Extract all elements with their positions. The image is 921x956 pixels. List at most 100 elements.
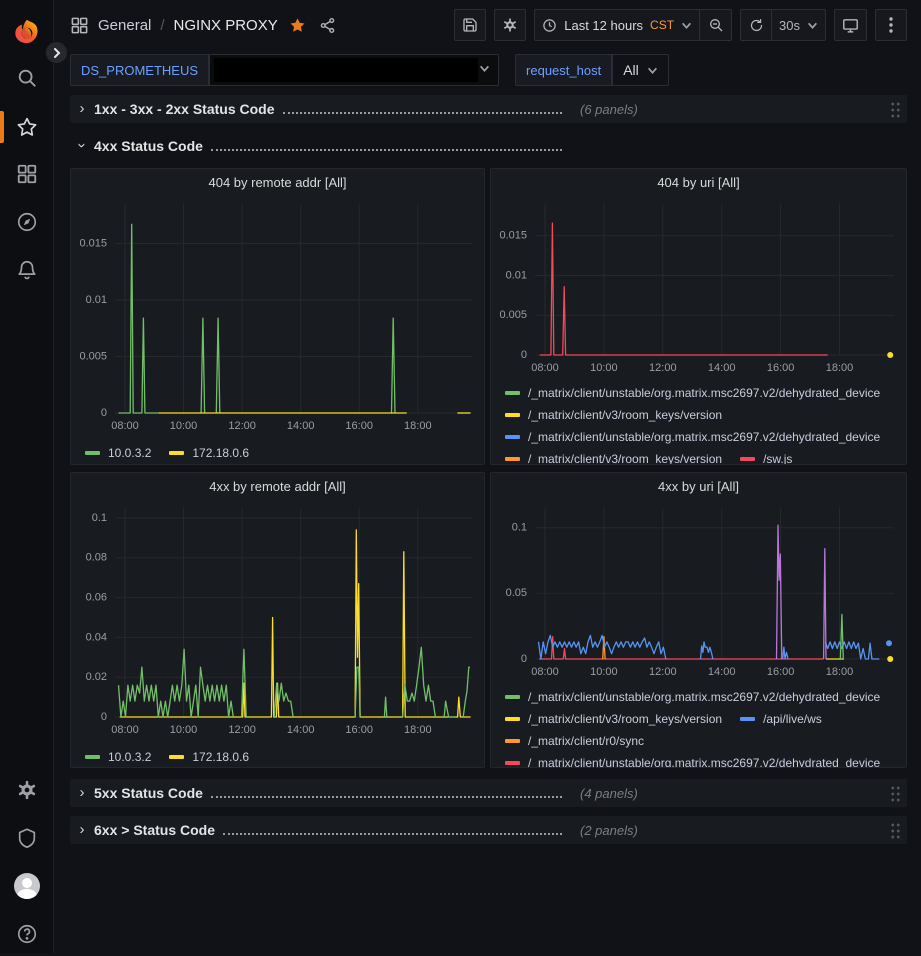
legend-series-color (505, 391, 520, 395)
row-drag-handle[interactable] (890, 784, 901, 802)
legend-item[interactable]: /_matrix/client/unstable/org.matrix.msc2… (505, 386, 880, 400)
legend-item[interactable]: 10.0.3.2 (85, 446, 151, 460)
legend-item[interactable]: /_matrix/client/v3/room_keys/version (505, 712, 722, 726)
panel-title[interactable]: 404 by remote addr [All] (208, 174, 347, 190)
panel-title[interactable]: 4xx by uri [All] (658, 478, 739, 494)
zoom-out-icon (709, 19, 723, 32)
panel-title[interactable]: 4xx by remote addr [All] (209, 478, 346, 494)
legend-row: 10.0.3.2 172.18.0.6 (85, 440, 484, 464)
legend-series-label: /sw.js (763, 452, 793, 465)
row-1xx-3xx-2xx[interactable]: › 1xx - 3xx - 2xx Status Code (6 panels) (70, 95, 907, 123)
panel-legend: /_matrix/client/unstable/org.matrix.msc2… (491, 686, 906, 767)
share-icon[interactable] (319, 17, 336, 34)
legend-item[interactable]: /_matrix/client/unstable/org.matrix.msc2… (505, 430, 880, 444)
svg-text:10:00: 10:00 (170, 724, 198, 736)
sidebar-item-profile[interactable] (0, 864, 54, 908)
variable-selected-value: All (623, 62, 639, 78)
timeseries-chart[interactable]: 0 0.05 0.1 08:00 10:00 12:00 14:00 16:00 18:00 (491, 499, 906, 686)
sidebar-item-server-admin[interactable] (0, 816, 54, 860)
legend-series-label: /_matrix/client/unstable/org.matrix.msc2… (528, 430, 881, 444)
legend-item[interactable]: 172.18.0.6 (169, 750, 249, 764)
row-title[interactable]: 6xx > Status Code (94, 821, 215, 838)
svg-text:0.005: 0.005 (499, 309, 527, 321)
row-title[interactable]: 1xx - 3xx - 2xx Status Code (94, 100, 275, 117)
refresh-controls: 30s (740, 9, 826, 41)
avatar (14, 873, 40, 899)
gear-icon (18, 780, 36, 800)
svg-text:0.015: 0.015 (499, 230, 527, 242)
legend-item[interactable]: /api/live/ws (740, 712, 822, 726)
legend-series-color (505, 761, 520, 765)
svg-text:0.015: 0.015 (79, 237, 107, 249)
legend-item[interactable]: /_matrix/client/unstable/org.matrix.msc2… (505, 756, 880, 767)
variable-value-request-host[interactable]: All (612, 54, 669, 86)
legend-series-label: /_matrix/client/v3/room_keys/version (528, 452, 723, 465)
sidebar-item-explore[interactable] (0, 200, 54, 244)
row-drag-handle[interactable] (890, 100, 901, 118)
save-dashboard-button[interactable] (454, 9, 487, 41)
sidebar-item-alerting[interactable] (0, 248, 54, 292)
timeseries-chart[interactable]: 0 0.005 0.01 0.015 08:00 10:00 12:00 14:00 16:00… (491, 195, 906, 382)
legend-series-color (505, 717, 520, 721)
legend-item[interactable]: /_matrix/client/unstable/org.matrix.msc2… (505, 690, 880, 704)
svg-text:0: 0 (521, 349, 527, 361)
legend-series-color (169, 755, 185, 759)
variable-label-ds-prometheus: DS_PROMETHEUS (70, 54, 210, 86)
sidebar-expand-button[interactable] (45, 41, 68, 64)
sidebar-item-starred[interactable] (0, 105, 54, 149)
dashboard-toolbar: Last 12 hours CST 30s (454, 9, 907, 41)
favorite-star-icon[interactable] (289, 17, 306, 34)
timeseries-chart[interactable]: 0 0.005 0.01 0.015 08:00 10:00 12:00 14:00 16:00… (71, 195, 484, 440)
row-6xx[interactable]: › 6xx > Status Code (2 panels) (70, 816, 907, 844)
row-5xx[interactable]: › 5xx Status Code (4 panels) (70, 779, 907, 807)
svg-text:12:00: 12:00 (228, 724, 256, 736)
chevron-down-icon: › (73, 142, 91, 148)
chevron-right-icon: › (79, 820, 85, 838)
legend-item[interactable]: 10.0.3.2 (85, 750, 151, 764)
more-options-button[interactable] (875, 9, 907, 41)
legend-series-color (85, 755, 100, 759)
legend-series-color (740, 457, 756, 461)
svg-text:08:00: 08:00 (531, 666, 559, 678)
help-icon (17, 924, 37, 944)
variable-value-ds-prometheus[interactable] (209, 54, 500, 86)
legend-series-label: 172.18.0.6 (192, 750, 250, 764)
row-title[interactable]: 5xx Status Code (94, 784, 203, 801)
apps-grid-icon[interactable] (70, 16, 89, 35)
svg-text:0.01: 0.01 (86, 294, 107, 306)
legend-series-color (505, 435, 520, 439)
row-4xx[interactable]: › 4xx Status Code (70, 133, 907, 159)
time-range-picker[interactable]: Last 12 hours CST (534, 9, 701, 41)
legend-item[interactable]: 172.18.0.6 (169, 446, 249, 460)
legend-series-label: /_matrix/client/v3/room_keys/version (528, 408, 723, 422)
tv-mode-button[interactable] (834, 9, 867, 41)
breadcrumb-folder[interactable]: General (98, 16, 152, 34)
svg-text:0.01: 0.01 (506, 269, 527, 281)
svg-text:0.06: 0.06 (86, 592, 107, 604)
dashboard-settings-button[interactable] (494, 9, 527, 41)
legend-series-color (169, 451, 185, 455)
kebab-menu-icon (889, 17, 893, 33)
grafana-logo[interactable] (0, 10, 54, 54)
dashboard-header: General / NGINX PROXY (54, 0, 921, 50)
refresh-interval-picker[interactable]: 30s (772, 9, 826, 41)
legend-row: /_matrix/client/v3/room_keys/version (505, 404, 906, 426)
svg-text:14:00: 14:00 (708, 362, 736, 374)
legend-item[interactable]: /_matrix/client/r0/sync (505, 734, 644, 748)
sidebar-item-dashboards[interactable] (0, 152, 54, 196)
row-title[interactable]: 4xx Status Code (94, 137, 203, 154)
refresh-button[interactable] (740, 9, 773, 41)
refresh-icon (750, 18, 762, 31)
sidebar-item-search[interactable] (0, 56, 54, 100)
zoom-out-time-button[interactable] (700, 9, 733, 41)
legend-item[interactable]: /sw.js (740, 452, 793, 465)
row-drag-handle[interactable] (890, 821, 901, 839)
legend-item[interactable]: /_matrix/client/v3/room_keys/version (505, 408, 722, 422)
sidebar-item-help[interactable] (0, 912, 54, 956)
timeseries-chart[interactable]: 0 0.02 0.04 0.06 0.08 0.1 08:00 10:00 12:00 14:00… (71, 499, 484, 744)
breadcrumb-dashboard-title[interactable]: NGINX PROXY (173, 16, 278, 34)
legend-series-label: /_matrix/client/r0/sync (528, 734, 645, 748)
legend-item[interactable]: /_matrix/client/v3/room_keys/version (505, 452, 723, 465)
panel-title[interactable]: 404 by uri [All] (657, 174, 740, 190)
sidebar-item-configuration[interactable] (0, 768, 54, 812)
